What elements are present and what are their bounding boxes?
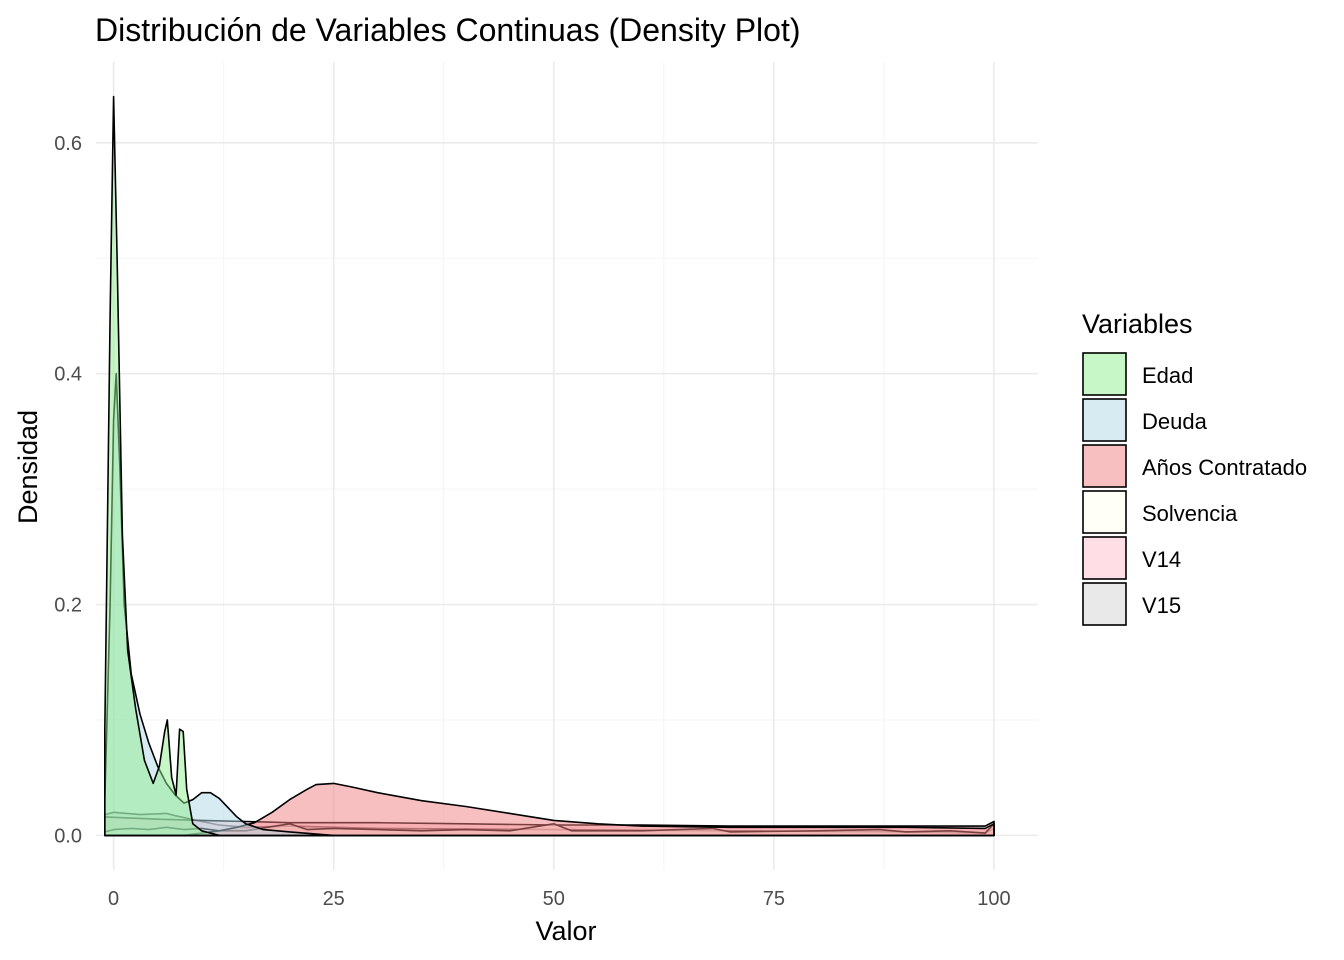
y-tick-label: 0.4 bbox=[54, 364, 82, 386]
density-area-anos-contratado bbox=[183, 782, 995, 837]
legend-key-deuda bbox=[1082, 398, 1127, 442]
legend-label-deuda: Deuda bbox=[1142, 409, 1208, 434]
legend-key-solvencia bbox=[1082, 490, 1127, 534]
x-tick-label: 0 bbox=[108, 888, 119, 910]
x-tick-label: 25 bbox=[323, 888, 345, 910]
legend-key-v14 bbox=[1082, 536, 1127, 580]
legend: Edad Deuda Años Contratado Solvencia V14 V15 bbox=[1082, 352, 1307, 626]
y-axis-title: Densidad bbox=[13, 410, 43, 524]
grid-lines bbox=[96, 62, 1038, 870]
legend-label-anos-contratado: Años Contratado bbox=[1142, 455, 1307, 480]
legend-label-v15: V15 bbox=[1142, 593, 1181, 618]
x-tick-label: 100 bbox=[977, 888, 1010, 910]
density-series bbox=[104, 95, 995, 837]
chart-title: Distribución de Variables Continuas (Den… bbox=[95, 12, 801, 48]
x-tick-label: 50 bbox=[543, 888, 565, 910]
x-tick-label: 75 bbox=[763, 888, 785, 910]
legend-key-edad bbox=[1082, 352, 1127, 396]
y-tick-label: 0.0 bbox=[54, 825, 82, 847]
legend-label-solvencia: Solvencia bbox=[1142, 501, 1238, 526]
x-axis-title: Valor bbox=[535, 916, 596, 946]
legend-key-anos-contratado bbox=[1082, 444, 1127, 488]
y-tick-label: 0.2 bbox=[54, 595, 82, 617]
density-area-edad bbox=[104, 95, 221, 837]
y-tick-label: 0.6 bbox=[54, 133, 82, 155]
legend-label-edad: Edad bbox=[1142, 363, 1193, 388]
legend-label-v14: V14 bbox=[1142, 547, 1181, 572]
legend-key-v15 bbox=[1082, 582, 1127, 626]
axes: 0 25 50 75 100 0.0 0.2 0.4 0.6 bbox=[54, 133, 1010, 910]
legend-title: Variables bbox=[1082, 309, 1193, 339]
